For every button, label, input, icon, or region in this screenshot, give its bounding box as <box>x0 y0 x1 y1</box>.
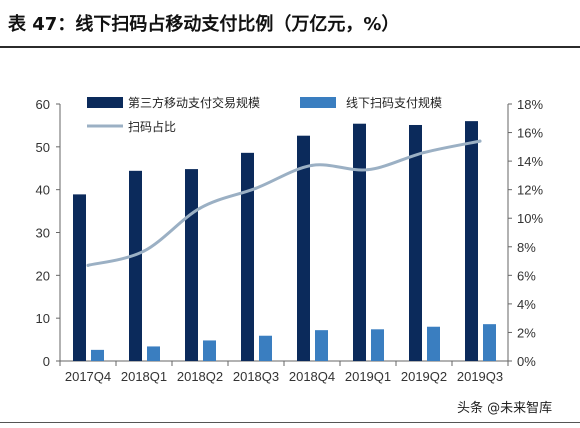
legend-swatch-total <box>87 97 123 108</box>
x-tick-label: 2017Q4 <box>65 369 111 384</box>
x-tick-label: 2018Q3 <box>233 369 279 384</box>
bar-total-mobile-payment <box>465 121 478 361</box>
legend-label-offline: 线下扫码支付规模 <box>346 95 442 110</box>
bar-offline-scan-payment <box>315 330 328 361</box>
line-point-scan-share <box>198 206 202 210</box>
bars-layer <box>73 121 496 361</box>
bottom-rule <box>0 422 580 423</box>
chart-title: 表 47：线下扫码占移动支付比例（万亿元，%） <box>8 14 400 35</box>
bar-total-mobile-payment <box>129 170 142 361</box>
y-right-tick-label: 0% <box>517 354 536 369</box>
bar-total-mobile-payment <box>73 194 86 361</box>
x-tick-label: 2019Q3 <box>457 369 503 384</box>
line-point-scan-share <box>254 186 258 190</box>
x-tick-label: 2019Q2 <box>401 369 447 384</box>
y-right-tick-label: 8% <box>517 240 536 255</box>
y-right-tick-label: 16% <box>517 126 543 141</box>
y-left-tick-label: 50 <box>36 140 50 155</box>
y-left-tick-label: 30 <box>36 226 50 241</box>
axes-layer: 0 10 20 30 40 50 60 0% 2% 4% 6% 8% 10% 12% 14% 16% 18% 20… <box>36 97 544 384</box>
bar-total-mobile-payment <box>353 123 366 361</box>
bar-total-mobile-payment <box>297 135 310 361</box>
line-point-scan-share <box>422 151 426 155</box>
line-layer <box>86 139 482 267</box>
bar-offline-scan-payment <box>91 349 104 361</box>
y-left-tick-label: 60 <box>36 97 50 112</box>
y-right-tick-label: 2% <box>517 325 536 340</box>
legend-label-total: 第三方移动支付交易规模 <box>128 95 260 110</box>
y-right-tick-label: 12% <box>517 183 543 198</box>
line-point-scan-share <box>86 263 90 267</box>
line-point-scan-share <box>366 168 370 172</box>
watermark: 头条 @未来智库 <box>457 401 553 416</box>
y-left-tick-label: 10 <box>36 311 50 326</box>
bar-offline-scan-payment <box>427 326 440 361</box>
bar-total-mobile-payment <box>185 169 198 361</box>
bar-offline-scan-payment <box>371 329 384 361</box>
bar-offline-scan-payment <box>147 346 160 361</box>
legend-label-share: 扫码占比 <box>128 119 176 134</box>
bar-offline-scan-payment <box>259 335 272 361</box>
y-right-tick-label: 14% <box>517 154 543 169</box>
y-left-tick-label: 40 <box>36 183 50 198</box>
line-point-scan-share <box>310 163 314 167</box>
line-scan-share <box>86 139 482 267</box>
line-point-scan-share <box>478 139 482 143</box>
y-left-tick-label: 20 <box>36 268 50 283</box>
legend-swatch-offline <box>300 97 336 108</box>
bar-total-mobile-payment <box>241 152 254 361</box>
y-right-tick-label: 6% <box>517 268 536 283</box>
title-underline <box>0 46 580 48</box>
y-right-tick-label: 18% <box>517 97 543 112</box>
bar-offline-scan-payment <box>203 340 216 361</box>
bar-offline-scan-payment <box>483 324 496 361</box>
x-tick-label: 2018Q1 <box>121 369 167 384</box>
x-tick-label: 2018Q4 <box>289 369 335 384</box>
y-left-tick-label: 0 <box>43 354 50 369</box>
x-tick-label: 2019Q1 <box>345 369 391 384</box>
line-point-scan-share <box>142 249 146 253</box>
y-right-tick-label: 4% <box>517 297 536 312</box>
bar-total-mobile-payment <box>409 124 422 361</box>
y-right-tick-label: 10% <box>517 211 543 226</box>
x-tick-label: 2018Q2 <box>177 369 223 384</box>
